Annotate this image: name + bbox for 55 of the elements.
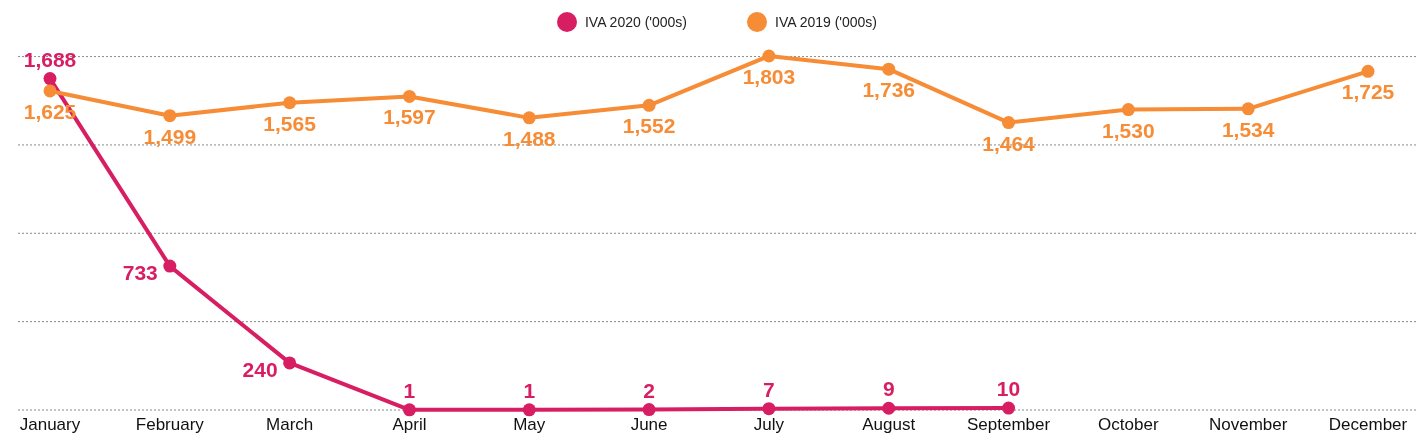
point [1241, 102, 1255, 116]
point [762, 402, 776, 416]
data-label: 240 [242, 357, 278, 381]
data-label: 1 [523, 378, 536, 402]
data-label: 1,565 [263, 111, 317, 135]
data-label: 1 [403, 378, 416, 402]
point [522, 111, 536, 125]
point [43, 72, 57, 86]
point [163, 109, 177, 123]
x-tick-label: April [392, 415, 427, 435]
point [1002, 116, 1016, 130]
data-label: 1,534 [1221, 117, 1275, 141]
point [642, 403, 656, 417]
point [1361, 64, 1375, 78]
data-label: 1,488 [502, 126, 556, 150]
x-tick-label: June [630, 415, 668, 435]
data-label: 1,736 [862, 78, 916, 102]
x-tick-label: May [513, 415, 546, 435]
x-tick-label: February [135, 415, 205, 435]
point [283, 96, 297, 110]
x-tick-label: August [862, 415, 916, 435]
point [882, 401, 896, 415]
x-tick-label: March [266, 415, 314, 435]
point [642, 98, 656, 112]
point [1121, 103, 1135, 117]
x-tick-label: November [1208, 415, 1288, 435]
data-label: 9 [882, 377, 895, 401]
data-label: 1,499 [143, 124, 197, 148]
data-label: 2 [643, 378, 655, 402]
legend-label: IVA 2019 ('000s) [775, 14, 878, 30]
data-label: 1,552 [622, 114, 676, 138]
point [882, 62, 896, 76]
x-tick-label: September [966, 415, 1051, 435]
x-tick-label: July [753, 415, 785, 435]
data-label: 10 [996, 377, 1021, 401]
data-label: 1,597 [383, 105, 436, 129]
x-tick-label: October [1098, 415, 1159, 435]
point [283, 356, 297, 370]
data-label: 1,803 [742, 65, 796, 88]
point [522, 403, 536, 417]
point [43, 84, 57, 98]
data-label: 1,688 [23, 47, 77, 71]
x-tick-label: January [19, 415, 81, 435]
point [1002, 401, 1016, 415]
point [402, 403, 416, 417]
x-tick-label: December [1328, 415, 1408, 435]
point [163, 259, 177, 273]
point [762, 49, 776, 63]
point [402, 89, 416, 103]
data-label: 733 [122, 261, 158, 285]
data-label: 1,530 [1102, 118, 1155, 142]
data-label: 1,725 [1341, 80, 1395, 104]
data-label: 1,464 [982, 131, 1036, 155]
legend-label: IVA 2020 ('000s) [584, 14, 687, 30]
data-label: 7 [763, 377, 775, 401]
